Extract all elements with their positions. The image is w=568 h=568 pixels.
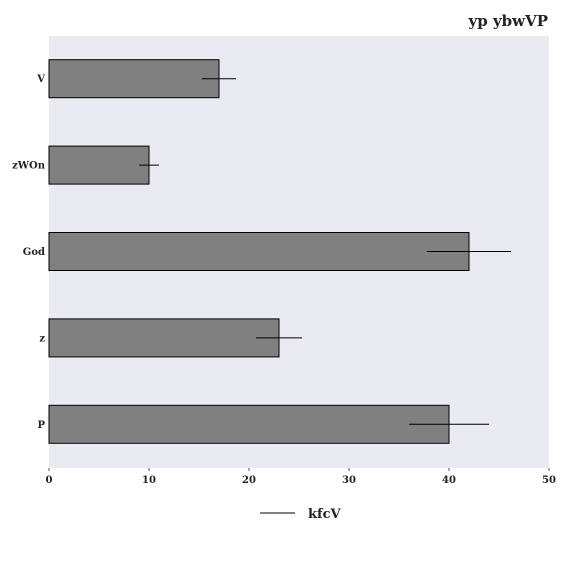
bar-V (48, 59, 220, 99)
y-tick-label-z: z (39, 333, 45, 344)
chart-title: yp ybwVP (468, 12, 548, 30)
legend-label-kfcV: kfcV (308, 507, 342, 522)
x-tick-label-0: 0 (46, 475, 53, 486)
x-tick-label-20: 20 (242, 475, 256, 486)
legend: kfcV (260, 507, 342, 522)
bar-zWOn (48, 145, 150, 185)
y-tick-label-V: V (36, 74, 45, 85)
y-tick-label-P: P (37, 420, 45, 431)
x-tick-label-50: 50 (542, 475, 556, 486)
x-tick-label-30: 30 (342, 475, 356, 486)
bar-God (48, 232, 470, 271)
y-tick-label-God: God (23, 247, 45, 258)
y-tick-label-zWOn: zWOn (12, 161, 46, 172)
x-tick-label-10: 10 (142, 475, 156, 486)
bar-P (48, 404, 450, 444)
x-axis: 0 10 20 30 40 50 (46, 468, 556, 486)
x-tick-label-40: 40 (442, 475, 456, 486)
bars-group (48, 59, 511, 444)
bar-z (48, 318, 280, 358)
